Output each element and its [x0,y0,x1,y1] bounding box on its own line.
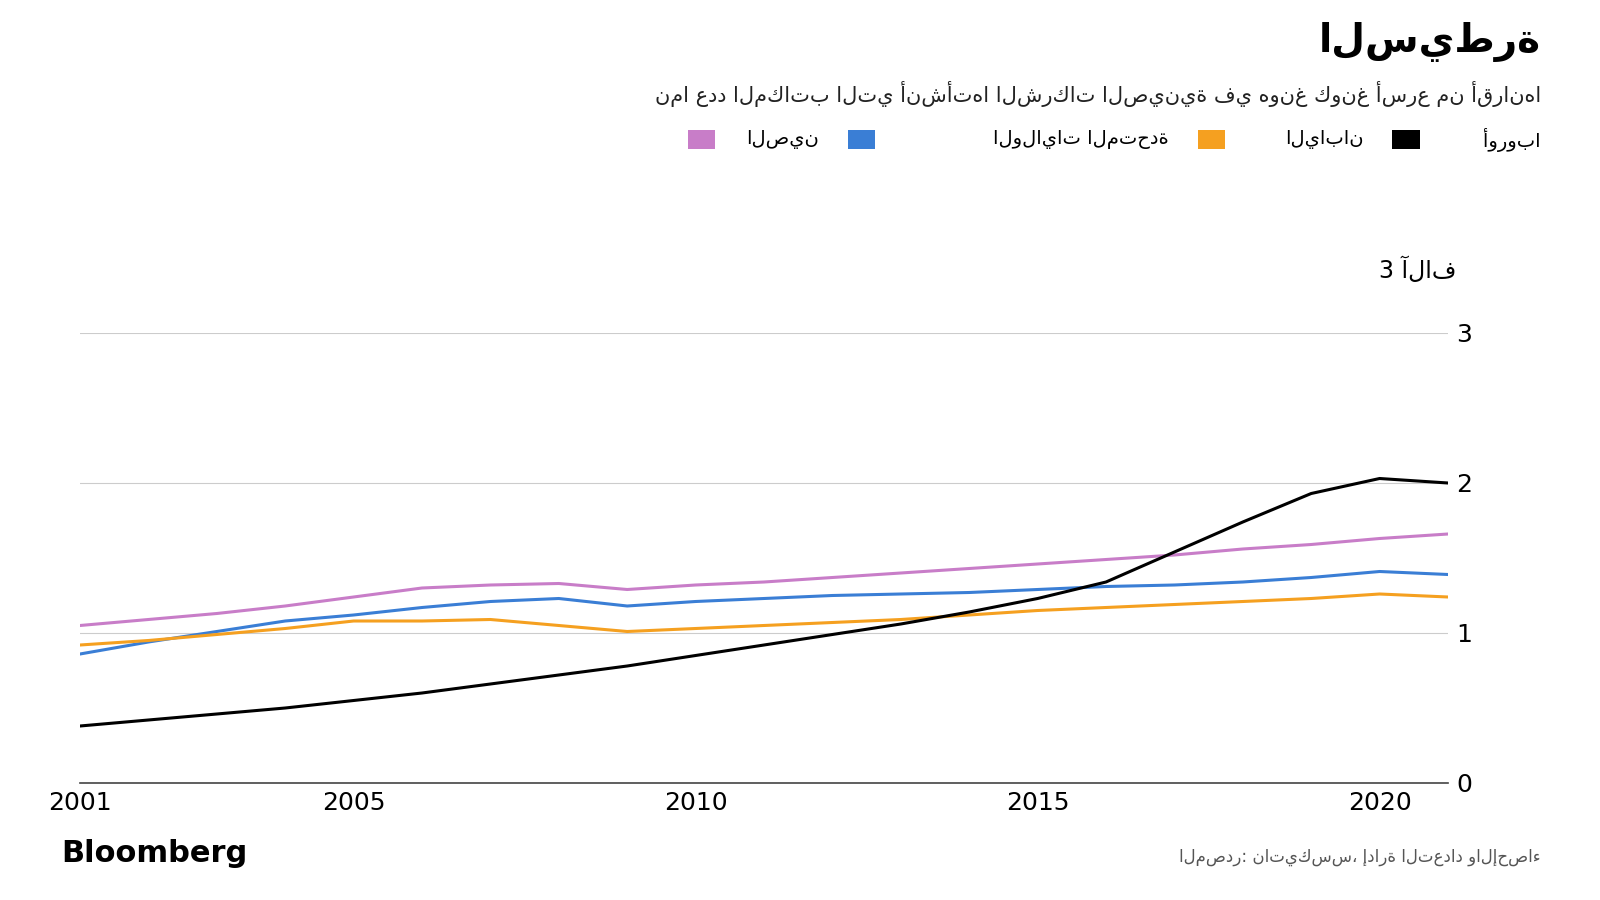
Text: 3 آلاف: 3 آلاف [1379,257,1456,284]
Text: أوروبا: أوروبا [1483,128,1541,151]
Text: نما عدد المكاتب التي أنشأتها الشركات الصينية في هونغ كونغ أسرع من أقرانها: نما عدد المكاتب التي أنشأتها الشركات الص… [654,81,1541,107]
Text: اليابان: اليابان [1285,130,1363,149]
Text: الصين: الصين [746,130,819,149]
Text: Bloomberg: Bloomberg [61,840,246,868]
Text: الولايات المتحدة: الولايات المتحدة [994,130,1170,149]
Text: المصدر: ناتيكسس، إدارة التعداد والإحصاء: المصدر: ناتيكسس، إدارة التعداد والإحصاء [1179,848,1541,866]
Text: السيطرة: السيطرة [1318,22,1541,62]
